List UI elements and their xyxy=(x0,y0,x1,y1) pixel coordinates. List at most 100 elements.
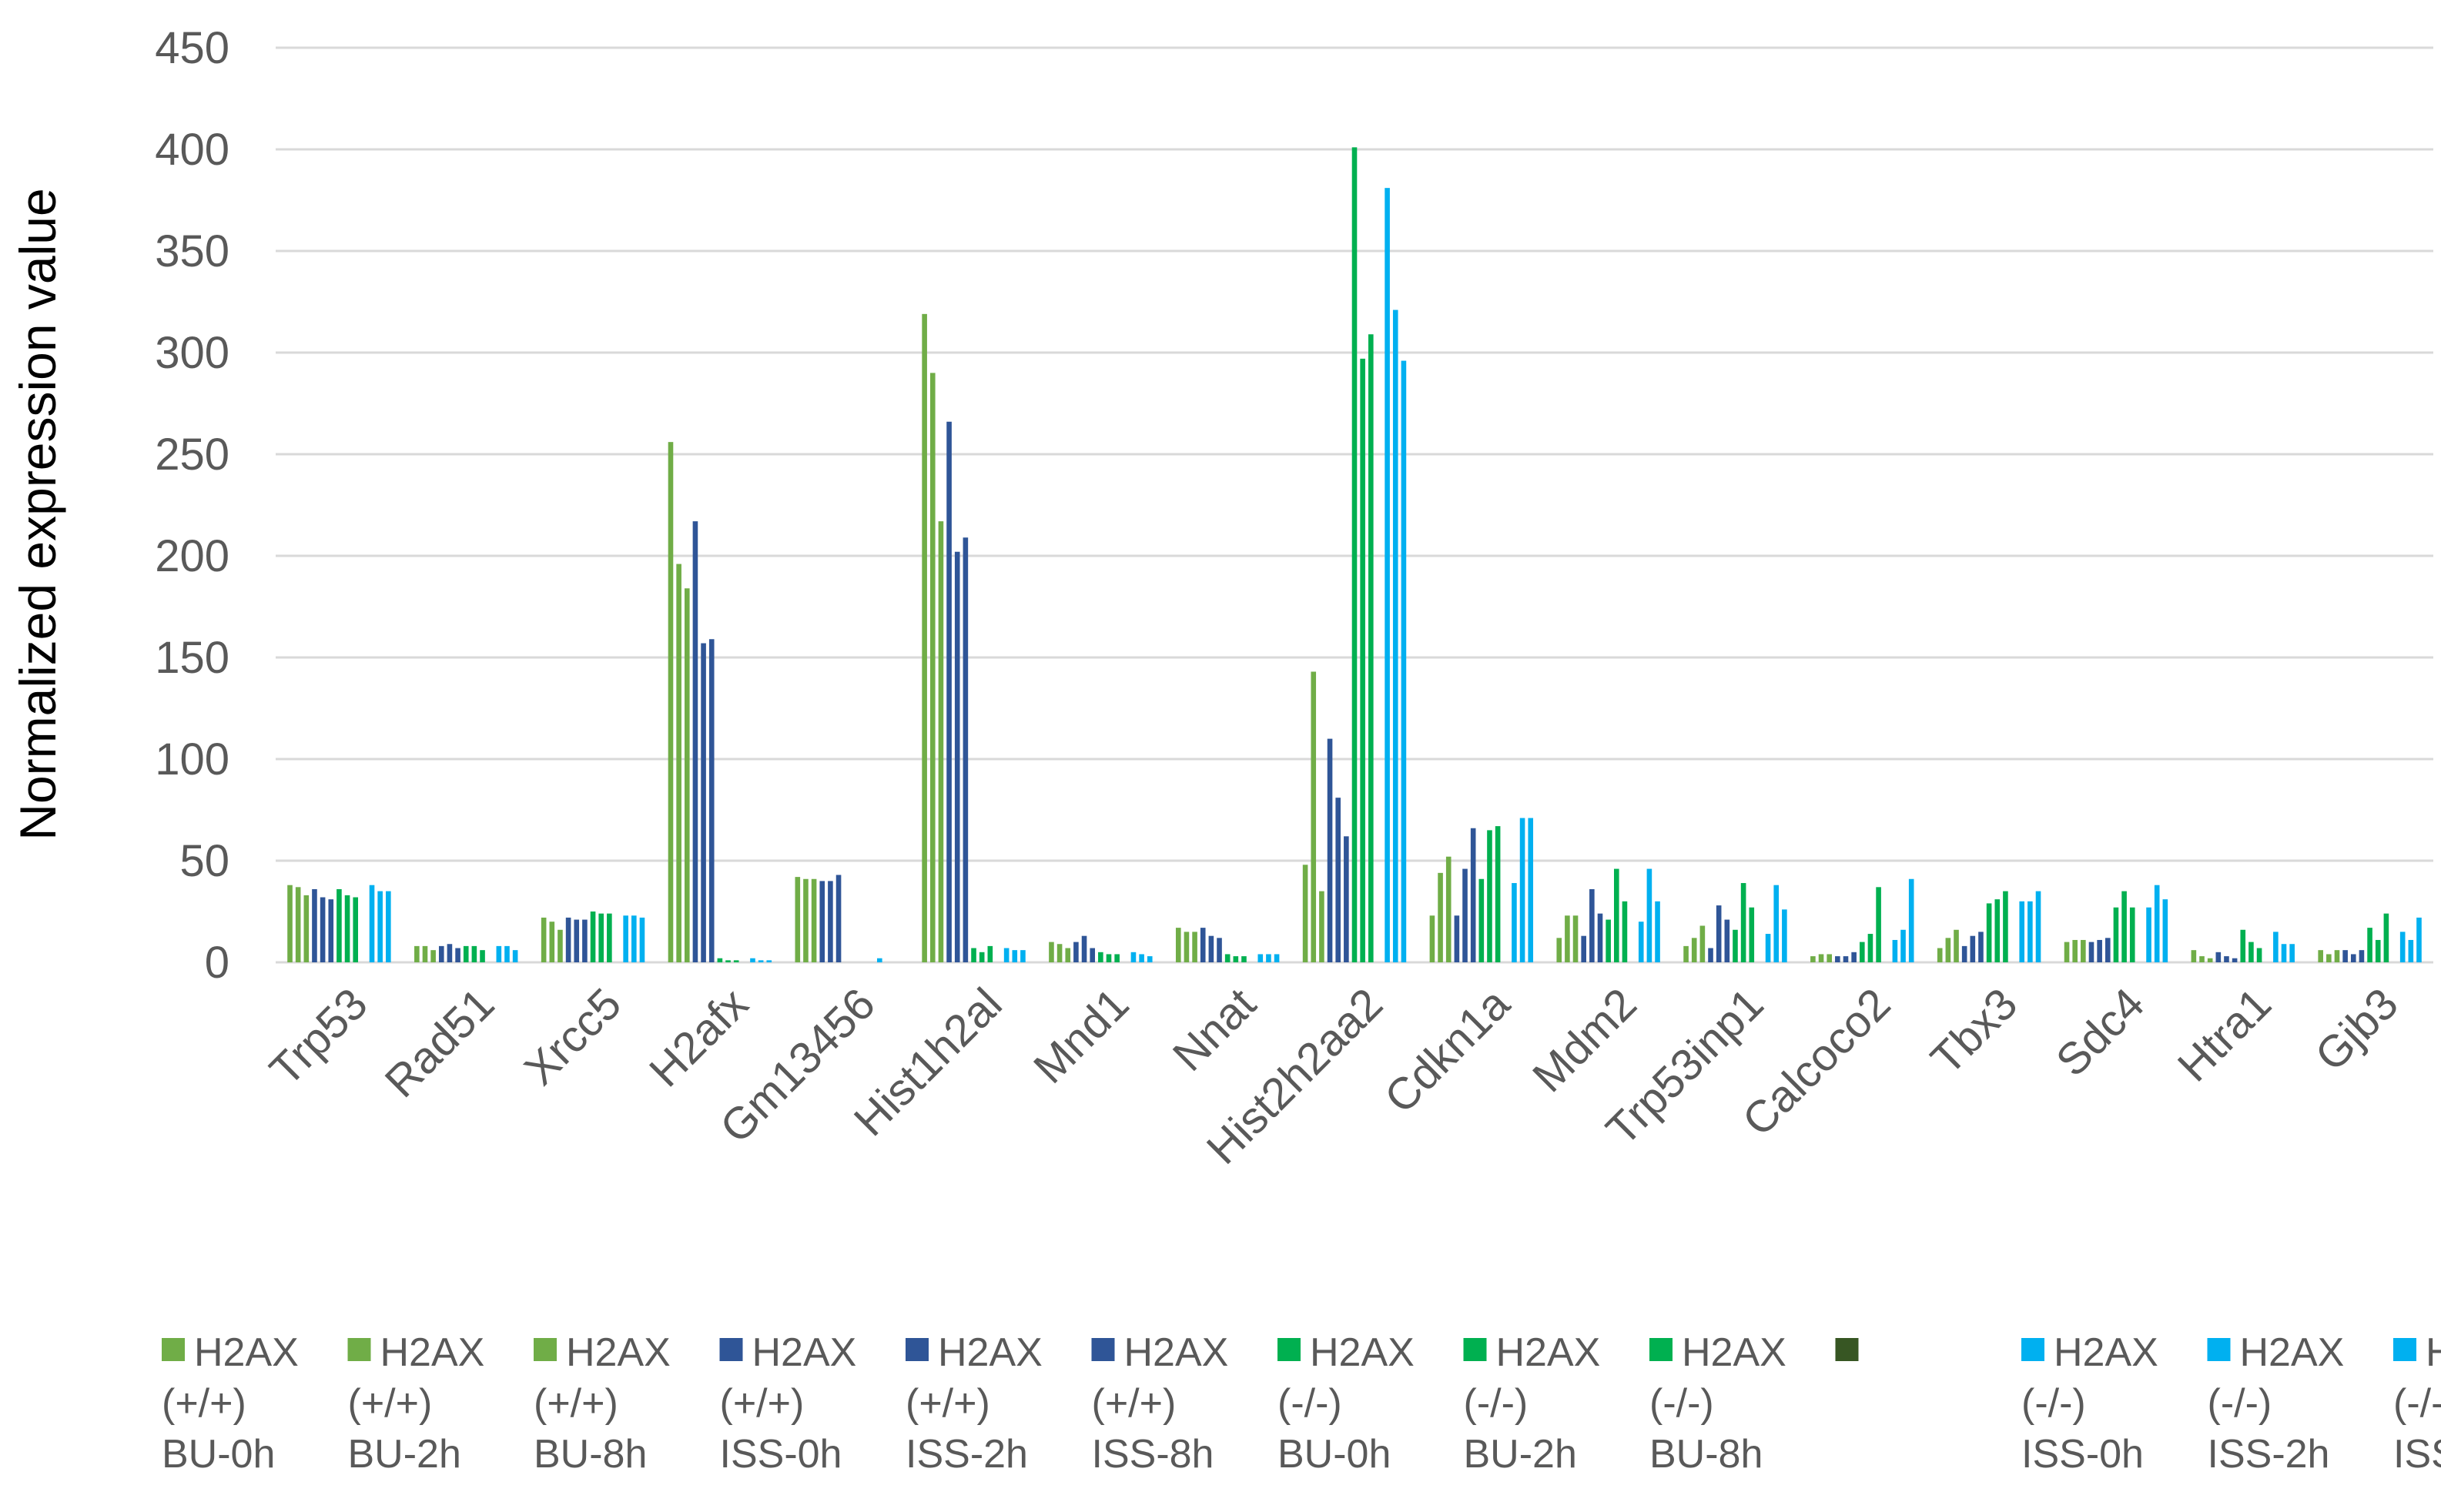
bar xyxy=(2318,950,2323,962)
bar xyxy=(1257,954,1264,962)
bar xyxy=(692,521,698,962)
bar xyxy=(1319,891,1324,962)
legend-label: ISS-0h xyxy=(720,1432,842,1477)
x-tick-label: Rad51 xyxy=(376,978,504,1107)
bar xyxy=(750,958,755,962)
bar xyxy=(676,564,681,962)
bar xyxy=(2072,939,2078,962)
bar xyxy=(1360,358,1365,962)
bar xyxy=(1945,938,1951,962)
bar xyxy=(1090,948,1096,962)
bar xyxy=(2334,950,2340,962)
bar xyxy=(1368,334,1374,962)
bar xyxy=(766,960,772,962)
bar xyxy=(1495,826,1501,962)
bar xyxy=(1519,818,1525,962)
bar xyxy=(717,958,723,962)
bar xyxy=(668,442,674,962)
x-tick-label: Cdkn1a xyxy=(1375,978,1520,1123)
y-tick-label: 300 xyxy=(155,328,229,378)
bar xyxy=(725,960,731,962)
y-tick-label: 100 xyxy=(155,734,229,784)
bar xyxy=(2215,952,2222,962)
legend-label: H2AX xyxy=(1682,1330,1786,1375)
bar xyxy=(1335,798,1341,962)
legend-swatch xyxy=(1835,1338,1859,1361)
bar xyxy=(1683,945,1689,962)
bar xyxy=(1003,948,1010,962)
legend-label: H2AX xyxy=(194,1330,299,1375)
x-tick-label: Tbx3 xyxy=(1921,978,2027,1084)
bar xyxy=(1937,948,1943,962)
bar xyxy=(1565,915,1570,962)
bar xyxy=(2408,939,2414,962)
bar xyxy=(946,421,952,962)
bar xyxy=(2019,901,2025,962)
bar xyxy=(1716,905,1722,962)
bar xyxy=(2121,891,2127,962)
bar xyxy=(1065,948,1071,962)
bar xyxy=(2224,956,2229,962)
bar xyxy=(2359,950,2365,962)
legend-label: ISS-2h xyxy=(2208,1432,2330,1477)
bar xyxy=(607,913,612,962)
bar xyxy=(2129,907,2135,962)
bar xyxy=(512,950,518,962)
bar xyxy=(1978,932,1984,962)
bar xyxy=(795,877,801,962)
bar xyxy=(1638,922,1644,962)
bar xyxy=(971,948,976,962)
bar xyxy=(2154,885,2160,962)
bar xyxy=(1699,925,1706,962)
y-tick-label: 0 xyxy=(205,938,229,988)
bar xyxy=(1859,942,1865,962)
bar xyxy=(1606,919,1611,962)
bar xyxy=(1765,934,1771,962)
x-tick-label: Htra1 xyxy=(2168,978,2281,1091)
bar xyxy=(2281,944,2287,962)
legend-item: H2AX (+/+) ISS-2h xyxy=(906,1330,1043,1477)
bar xyxy=(2027,901,2033,962)
bar xyxy=(1556,938,1562,962)
legend-label: (-/-) xyxy=(1277,1381,1342,1426)
bar xyxy=(733,960,739,962)
bar xyxy=(1876,887,1881,962)
bar xyxy=(1851,952,1857,962)
bar xyxy=(2350,954,2356,962)
bar xyxy=(2146,907,2151,962)
legend-item: H2AX (-/-) ISS-0h xyxy=(2021,1330,2158,1477)
bar xyxy=(1810,956,1816,962)
legend-swatch xyxy=(1649,1338,1673,1361)
bar xyxy=(430,950,436,962)
bar xyxy=(598,913,604,962)
bar xyxy=(2367,928,2372,962)
bar xyxy=(1392,309,1398,962)
bar xyxy=(1749,907,1755,962)
legend-swatch xyxy=(2207,1338,2231,1361)
bar xyxy=(447,944,453,962)
bar xyxy=(1327,738,1333,962)
legend-label: H2AX xyxy=(2426,1330,2441,1375)
legend-label: BU-0h xyxy=(1277,1432,1391,1477)
bar xyxy=(2256,948,2262,962)
y-tick-label: 250 xyxy=(155,430,229,480)
bar xyxy=(2191,950,2197,962)
bar xyxy=(938,521,944,962)
bar xyxy=(1622,901,1628,962)
y-tick-label: 350 xyxy=(155,226,229,276)
bar xyxy=(1867,934,1873,962)
bar xyxy=(1139,954,1144,962)
bar xyxy=(1241,956,1247,962)
bar xyxy=(1454,915,1460,962)
legend-swatch xyxy=(719,1338,743,1361)
bar xyxy=(1184,932,1190,962)
legend-item: H2AX (-/-) ISS-2h xyxy=(2207,1330,2344,1477)
bar xyxy=(480,950,485,962)
x-tick-label: Mnd1 xyxy=(1024,978,1139,1093)
legend-label: H2AX xyxy=(1124,1330,1229,1375)
legend-swatch xyxy=(1463,1338,1487,1361)
bar xyxy=(701,643,706,962)
x-tick-label: Trp53 xyxy=(260,978,377,1096)
bar xyxy=(877,958,882,962)
